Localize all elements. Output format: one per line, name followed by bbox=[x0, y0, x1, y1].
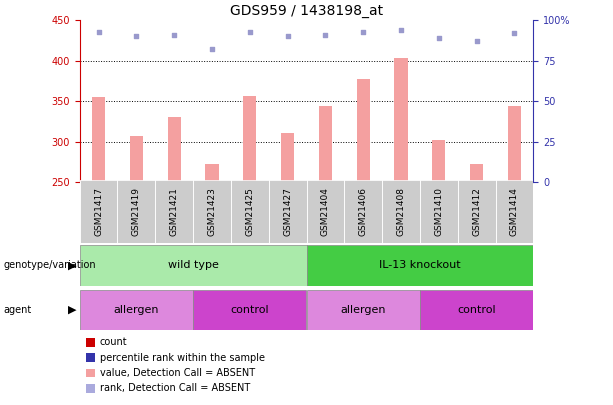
Point bbox=[472, 38, 482, 45]
Point bbox=[245, 28, 255, 35]
Bar bbox=[306, 245, 533, 286]
Point bbox=[169, 32, 179, 38]
Bar bbox=[432, 140, 446, 182]
Text: allergen: allergen bbox=[113, 305, 159, 315]
Bar bbox=[357, 79, 370, 182]
Text: value, Detection Call = ABSENT: value, Detection Call = ABSENT bbox=[100, 368, 255, 378]
Text: GSM21417: GSM21417 bbox=[94, 187, 103, 236]
Bar bbox=[281, 133, 294, 182]
Bar bbox=[420, 290, 533, 330]
Bar bbox=[420, 180, 458, 243]
Text: GSM21423: GSM21423 bbox=[207, 187, 216, 236]
Text: allergen: allergen bbox=[340, 305, 386, 315]
Bar bbox=[193, 290, 306, 330]
Bar bbox=[306, 180, 345, 243]
Bar bbox=[80, 290, 193, 330]
Text: wild type: wild type bbox=[168, 260, 218, 270]
Text: genotype/variation: genotype/variation bbox=[3, 260, 96, 270]
Point bbox=[434, 35, 444, 41]
Bar bbox=[268, 180, 306, 243]
Point bbox=[321, 32, 330, 38]
Bar bbox=[167, 117, 181, 182]
Point bbox=[396, 27, 406, 33]
Text: GSM21412: GSM21412 bbox=[472, 187, 481, 236]
Text: GSM21427: GSM21427 bbox=[283, 187, 292, 236]
Text: rank, Detection Call = ABSENT: rank, Detection Call = ABSENT bbox=[100, 384, 250, 393]
Bar bbox=[205, 164, 219, 182]
Text: control: control bbox=[457, 305, 496, 315]
Bar bbox=[394, 58, 408, 182]
Bar bbox=[508, 106, 521, 182]
Bar bbox=[470, 164, 483, 182]
Point bbox=[131, 33, 141, 40]
Point bbox=[358, 28, 368, 35]
Bar bbox=[118, 180, 155, 243]
Text: agent: agent bbox=[3, 305, 31, 315]
Bar bbox=[130, 136, 143, 182]
Point bbox=[283, 33, 292, 40]
Bar bbox=[495, 180, 533, 243]
Text: ▶: ▶ bbox=[68, 260, 77, 270]
Bar bbox=[382, 180, 420, 243]
Text: GSM21419: GSM21419 bbox=[132, 187, 141, 236]
Text: control: control bbox=[230, 305, 269, 315]
Text: GSM21421: GSM21421 bbox=[170, 187, 179, 236]
Text: GSM21408: GSM21408 bbox=[397, 187, 406, 236]
Text: GSM21425: GSM21425 bbox=[245, 187, 254, 236]
Bar bbox=[92, 97, 105, 182]
Bar bbox=[458, 180, 495, 243]
Bar bbox=[306, 290, 420, 330]
Bar bbox=[243, 96, 256, 182]
Text: count: count bbox=[100, 337, 128, 347]
Bar bbox=[80, 245, 306, 286]
Text: GSM21410: GSM21410 bbox=[434, 187, 443, 236]
Bar bbox=[319, 106, 332, 182]
Bar bbox=[155, 180, 193, 243]
Text: percentile rank within the sample: percentile rank within the sample bbox=[100, 353, 265, 362]
Point bbox=[509, 30, 519, 36]
Bar bbox=[345, 180, 382, 243]
Bar bbox=[193, 180, 231, 243]
Point bbox=[207, 46, 217, 53]
Point bbox=[94, 28, 104, 35]
Text: GSM21414: GSM21414 bbox=[510, 187, 519, 236]
Bar bbox=[80, 180, 118, 243]
Text: GSM21406: GSM21406 bbox=[359, 187, 368, 236]
Text: IL-13 knockout: IL-13 knockout bbox=[379, 260, 461, 270]
Text: ▶: ▶ bbox=[68, 305, 77, 315]
Text: GSM21404: GSM21404 bbox=[321, 187, 330, 236]
Bar bbox=[231, 180, 268, 243]
Title: GDS959 / 1438198_at: GDS959 / 1438198_at bbox=[230, 4, 383, 18]
